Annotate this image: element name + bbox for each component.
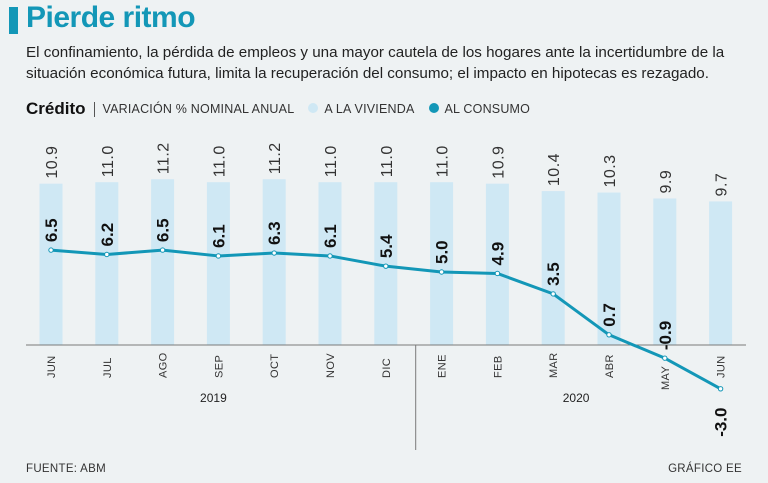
- chart-legend: Crédito VARIACIÓN % NOMINAL ANUAL A LA V…: [26, 98, 544, 120]
- legend-label-consumo: AL CONSUMO: [444, 102, 531, 116]
- bar-vivienda-11: [653, 198, 677, 345]
- bar-vivienda-9: [541, 191, 565, 345]
- legend-title: Crédito: [26, 99, 86, 118]
- bar-vivienda-7: [430, 182, 454, 345]
- page-subtitle: El confinamiento, la pérdida de empleos …: [26, 44, 725, 82]
- bar-label-vivienda-3: 11.0: [211, 145, 228, 177]
- year-label-0: 2019: [200, 391, 227, 405]
- bar-label-vivienda-11: 9.9: [658, 170, 675, 194]
- point-consumo-12: [717, 386, 724, 392]
- line-label-consumo-5: 6.1: [321, 224, 340, 248]
- point-consumo-8: [494, 270, 501, 277]
- x-tick-label-12: JUN: [716, 355, 728, 378]
- line-label-consumo-3: 6.1: [209, 224, 228, 248]
- line-label-consumo-8: 4.9: [488, 242, 507, 266]
- x-tick-label-10: ABR: [604, 354, 616, 378]
- x-tick-label-4: OCT: [269, 354, 281, 378]
- source-note: FUENTE: ABM: [26, 463, 106, 475]
- x-tick-label-8: FEB: [492, 355, 504, 378]
- bar-label-vivienda-12: 9.7: [714, 173, 731, 197]
- point-consumo-6: [383, 263, 389, 269]
- bar-vivienda-0: [39, 183, 63, 345]
- x-tick-label-2: AGO: [158, 352, 170, 378]
- bar-vivienda-3: [206, 182, 230, 345]
- bar-label-vivienda-2: 11.2: [156, 142, 173, 174]
- bar-label-vivienda-9: 10.4: [546, 153, 563, 186]
- x-tick-label-6: DIC: [381, 358, 393, 378]
- point-consumo-3: [215, 253, 222, 259]
- bar-label-vivienda-5: 11.0: [323, 145, 340, 177]
- x-tick-label-3: SEP: [213, 355, 225, 378]
- point-consumo-1: [104, 251, 110, 258]
- bar-vivienda-8: [485, 183, 509, 345]
- bar-label-vivienda-7: 11.0: [435, 145, 452, 177]
- legend-swatch-consumo: [428, 103, 439, 113]
- x-tick-label-0: JUN: [46, 355, 58, 378]
- legend-item-consumo: AL CONSUMO: [428, 102, 531, 116]
- line-label-consumo-6: 5.4: [377, 234, 396, 258]
- bar-vivienda-2: [151, 179, 175, 345]
- line-label-consumo-7: 5.0: [433, 240, 452, 264]
- x-tick-label-11: MAY: [660, 366, 672, 390]
- point-consumo-10: [606, 332, 612, 338]
- bar-label-vivienda-4: 11.2: [267, 142, 284, 174]
- point-consumo-4: [271, 250, 277, 256]
- year-label-1: 2020: [563, 391, 590, 405]
- point-consumo-7: [438, 269, 445, 275]
- bar-vivienda-1: [95, 182, 119, 345]
- x-tick-label-1: JUL: [102, 357, 114, 378]
- line-label-consumo-10: 0.7: [600, 303, 619, 327]
- point-consumo-11: [662, 355, 668, 361]
- line-label-consumo-1: 6.2: [98, 223, 117, 247]
- line-label-consumo-4: 6.3: [265, 221, 284, 245]
- page-title: Pierde ritmo: [26, 1, 196, 34]
- legend-measure: VARIACIÓN % NOMINAL ANUAL: [102, 102, 295, 116]
- x-tick-label-7: ENE: [437, 354, 449, 378]
- point-consumo-5: [327, 253, 333, 259]
- line-label-consumo-0: 6.5: [42, 218, 61, 242]
- bar-label-vivienda-6: 11.0: [379, 145, 396, 177]
- bar-vivienda-4: [262, 179, 286, 345]
- bar-vivienda-5: [318, 182, 342, 345]
- line-label-consumo-11: -0.9: [656, 321, 675, 350]
- point-consumo-2: [159, 247, 166, 253]
- title-accent-bar: [9, 7, 18, 34]
- graphic-credit: GRÁFICO EE: [668, 463, 742, 475]
- point-consumo-9: [550, 291, 556, 297]
- bar-label-vivienda-10: 10.3: [602, 154, 619, 187]
- bar-label-vivienda-8: 10.9: [490, 146, 507, 179]
- legend-item-vivienda: A LA VIVIENDA: [308, 102, 414, 116]
- line-label-consumo-2: 6.5: [154, 218, 173, 242]
- legend-label-vivienda: A LA VIVIENDA: [324, 102, 415, 116]
- x-tick-label-5: NOV: [325, 353, 337, 378]
- bar-vivienda-10: [597, 192, 621, 345]
- bar-vivienda-12: [709, 201, 733, 345]
- line-label-consumo-9: 3.5: [544, 262, 563, 286]
- bar-label-vivienda-1: 11.0: [100, 145, 117, 177]
- point-consumo-0: [48, 247, 54, 253]
- bar-label-vivienda-0: 10.9: [44, 146, 61, 179]
- legend-divider: [93, 101, 95, 117]
- legend-swatch-vivienda: [308, 103, 319, 113]
- x-tick-label-9: MAR: [548, 352, 560, 378]
- line-label-consumo-12: -3.0: [712, 408, 731, 437]
